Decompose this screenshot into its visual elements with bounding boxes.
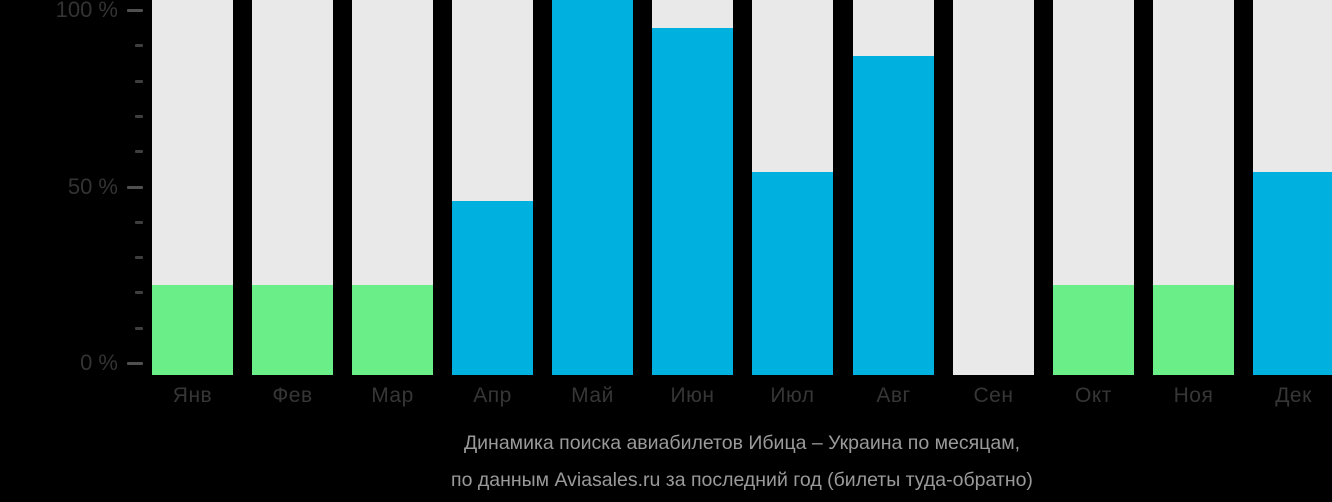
caption-line-1: Динамика поиска авиабилетов Ибица – Укра… [463,432,1021,454]
month-label-Дек: Дек [1275,384,1312,407]
major-tick-0 [127,362,143,365]
y-tick-label-0: 0 % [80,350,118,375]
value-bar-Авг [853,56,934,375]
value-bar-Окт [1053,285,1134,375]
value-bar-Дек [1253,172,1332,375]
month-label-Июн: Июн [670,384,715,407]
value-bar-Июл [752,172,833,375]
value-bar-Июн [652,28,733,375]
month-label-Окт: Окт [1075,384,1112,407]
month-label-Авг: Авг [876,384,911,407]
month-label-Июл: Июл [770,384,815,407]
month-label-Фев: Фев [272,384,313,407]
y-tick-label-100: 100 % [55,0,118,22]
minor-tick-70 [135,115,143,118]
value-bar-Мар [352,285,433,375]
major-tick-50 [127,186,143,189]
y-tick-label-50: 50 % [67,174,118,199]
month-label-Янв: Янв [172,384,213,407]
value-bar-Янв [152,285,233,375]
value-bar-Ноя [1153,285,1234,375]
bar-background-Сен [953,0,1034,375]
minor-tick-60 [135,150,143,153]
minor-tick-10 [135,327,143,330]
month-label-Мар: Мар [371,384,414,407]
value-bar-Май [552,0,633,375]
minor-tick-90 [135,44,143,47]
minor-tick-40 [135,221,143,224]
month-label-Апр: Апр [473,384,512,407]
major-tick-100 [127,9,143,12]
minor-tick-20 [135,291,143,294]
month-label-Май: Май [571,384,614,407]
value-bar-Апр [452,201,533,375]
value-bar-Фев [252,285,333,375]
month-label-Сен: Сен [973,384,1014,407]
caption-line-2: по данным Aviasales.ru за последний год … [451,469,1033,491]
minor-tick-80 [135,80,143,83]
minor-tick-30 [135,256,143,259]
month-label-Ноя: Ноя [1173,384,1214,407]
